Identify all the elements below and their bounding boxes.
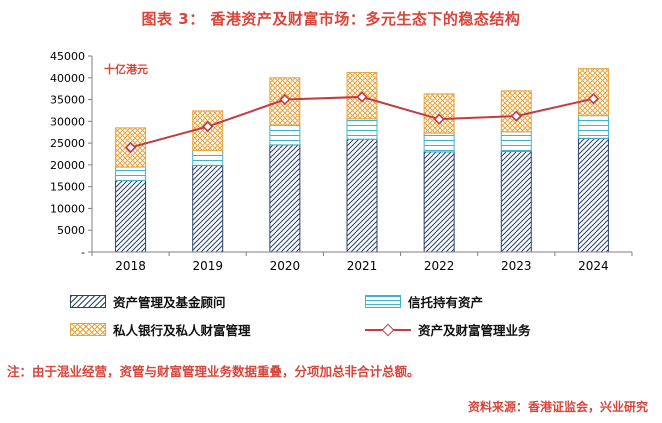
svg-text:15000: 15000 <box>50 181 85 194</box>
legend-swatch-diagonal <box>70 295 106 308</box>
svg-text:2023: 2023 <box>501 259 532 273</box>
legend-item-private-banking: 私人银行及私人财富管理 <box>70 320 365 339</box>
legend-item-line-series: 资产及财富管理业务 <box>365 320 646 339</box>
svg-text:2018: 2018 <box>115 259 146 273</box>
svg-text:30000: 30000 <box>50 115 85 128</box>
svg-text:-: - <box>81 246 85 259</box>
legend-item-trust-assets: 信托持有资产 <box>365 292 646 311</box>
svg-text:2024: 2024 <box>578 259 609 273</box>
svg-text:10000: 10000 <box>50 202 85 215</box>
legend-label: 信托持有资产 <box>408 295 484 310</box>
chart-title: 图表 3： 香港资产及财富市场：多元生态下的稳态结构 <box>141 10 521 28</box>
svg-text:5000: 5000 <box>57 224 85 237</box>
legend-swatch-crosshatch <box>70 323 106 336</box>
footnote-text: 注：由于混业经营，资管与财富管理业务数据重叠，分项加总非合计总额。 <box>7 364 420 379</box>
legend-diamond-marker-icon <box>381 323 395 336</box>
svg-text:2019: 2019 <box>192 259 223 273</box>
legend-label: 资产及财富管理业务 <box>418 323 531 338</box>
source-text: 资料来源：香港证监会，兴业研究 <box>467 400 648 414</box>
svg-text:2022: 2022 <box>424 259 455 273</box>
svg-text:45000: 45000 <box>50 50 85 63</box>
svg-text:2020: 2020 <box>270 259 301 273</box>
legend-item-asset-management: 资产管理及基金顾问 <box>70 292 365 311</box>
svg-text:20000: 20000 <box>50 159 85 172</box>
chart-canvas: - 5000 10000 15000 20000 25000 30000 35000 40000… <box>50 50 633 273</box>
svg-text:25000: 25000 <box>50 137 85 150</box>
svg-text:40000: 40000 <box>50 72 85 85</box>
svg-text:2021: 2021 <box>347 259 378 273</box>
legend-label: 资产管理及基金顾问 <box>113 295 226 310</box>
legend-swatch-horizontal <box>365 295 401 308</box>
svg-text:十亿港元: 十亿港元 <box>104 62 148 76</box>
chart-area: - 5000 10000 15000 20000 25000 30000 35000 40000… <box>0 38 662 288</box>
legend-swatch-line-marker <box>365 323 411 336</box>
chart-legend: 资产管理及基金顾问 信托持有资产 私人银行及私人财富管理 资产及财富管理业务 <box>70 292 646 339</box>
svg-text:35000: 35000 <box>50 94 85 107</box>
legend-label: 私人银行及私人财富管理 <box>113 323 251 338</box>
